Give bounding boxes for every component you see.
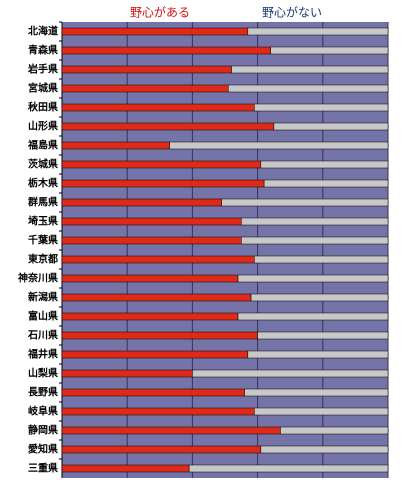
bar-segment	[254, 103, 389, 112]
bar-segment	[169, 141, 389, 150]
bar-segment	[250, 293, 389, 302]
y-tick-label: 神奈川県	[18, 272, 58, 285]
bar-segment	[280, 426, 389, 435]
legend-label: 野心がある	[130, 5, 190, 20]
y-tick-label: 青森県	[28, 44, 58, 57]
y-tick-label: 福井県	[27, 348, 58, 361]
y-tick-label: 秋田県	[28, 101, 58, 114]
bar-segment	[61, 122, 275, 131]
bar-segment	[228, 84, 389, 93]
bar-segment	[273, 122, 389, 131]
y-tick-label: 山梨県	[28, 367, 58, 380]
y-tick-label: 山形県	[28, 120, 58, 133]
bar-segment	[241, 217, 389, 226]
bar-segment	[192, 369, 389, 378]
bar-segment	[247, 27, 389, 36]
bar-segment	[61, 141, 170, 150]
bar-segment	[237, 312, 389, 321]
y-tick-label: 愛知県	[28, 443, 58, 456]
bar-segment	[254, 407, 389, 416]
bar-segment	[61, 179, 265, 188]
y-tick-label: 福島県	[27, 139, 58, 152]
y-tick-label: 千葉県	[28, 234, 58, 247]
y-tick-label: 岐阜県	[28, 405, 58, 418]
bar-segment	[241, 236, 389, 245]
y-tick-label: 埼玉県	[28, 215, 58, 228]
bar-segment	[61, 198, 222, 207]
bar-segment	[61, 369, 193, 378]
bar-segment	[61, 407, 255, 416]
bar-segment	[61, 388, 245, 397]
bar-segment	[237, 274, 389, 283]
bar-segment	[260, 160, 389, 169]
bar-segment	[231, 65, 389, 74]
bar-segment	[61, 27, 249, 36]
bar-segment	[61, 312, 239, 321]
bar-segment	[247, 350, 389, 359]
plot-area	[62, 22, 388, 478]
bar-segment	[244, 388, 389, 397]
bar-segment	[188, 464, 389, 473]
bar-segment	[61, 331, 258, 340]
bar-segment	[61, 464, 190, 473]
y-tick-label: 富山県	[28, 310, 58, 323]
y-tick-label: 茨城県	[28, 158, 58, 171]
y-tick-label: 岩手県	[27, 63, 58, 76]
y-tick-label: 新潟県	[28, 291, 58, 304]
y-tick-label: 三重県	[28, 462, 58, 475]
y-tick-label: 栃木県	[28, 177, 58, 190]
bar-segment	[61, 84, 229, 93]
bar-segment	[263, 179, 389, 188]
y-tick-label: 東京都	[28, 253, 58, 266]
bar-segment	[61, 103, 255, 112]
bar-segment	[61, 255, 255, 264]
bar-segment	[61, 274, 239, 283]
bar-segment	[254, 255, 389, 264]
bar-segment	[61, 160, 262, 169]
y-tick-label: 北海道	[28, 25, 58, 38]
bar-segment	[61, 293, 252, 302]
bar-segment	[61, 445, 262, 454]
bar-segment	[61, 350, 249, 359]
bar-segment	[260, 445, 389, 454]
y-tick-label: 群馬県	[28, 196, 58, 209]
bar-segment	[61, 217, 242, 226]
y-tick-label: 静岡県	[28, 424, 58, 437]
bar-segment	[61, 65, 232, 74]
bar-segment	[221, 198, 389, 207]
legend-label: 野心がない	[262, 5, 322, 20]
bar-segment	[270, 46, 389, 55]
y-tick-label: 石川県	[27, 329, 58, 342]
bar-segment	[61, 426, 281, 435]
bar-segment	[61, 236, 242, 245]
bar-segment	[257, 331, 389, 340]
bar-segment	[61, 46, 271, 55]
y-tick-label: 宮城県	[28, 82, 58, 95]
y-tick-label: 長野県	[28, 386, 58, 399]
